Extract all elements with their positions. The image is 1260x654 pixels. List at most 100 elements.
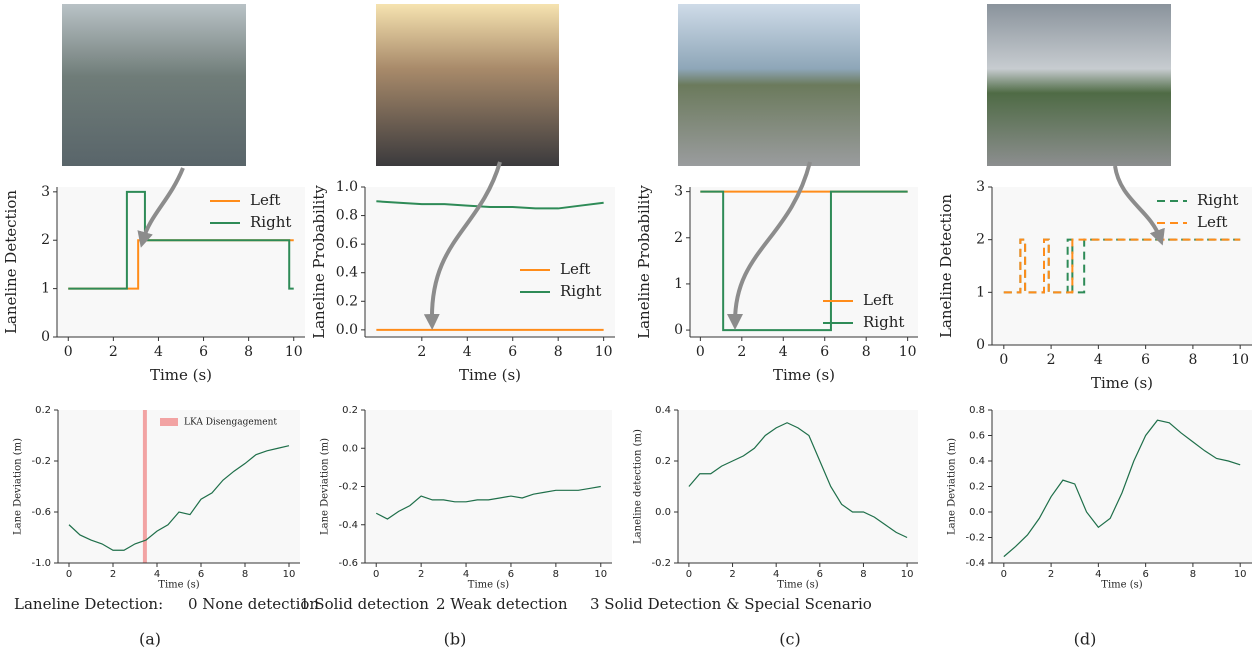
legend-label: LKA Disengagement xyxy=(184,418,277,428)
note-item: 0 None detection xyxy=(188,595,319,613)
x-tick-label: 6 xyxy=(198,569,204,580)
data-line xyxy=(688,422,908,539)
y-tick-label: 0.8 xyxy=(336,208,358,224)
y-tick-label: 1 xyxy=(674,276,683,292)
x-tick-label: 4 xyxy=(463,344,472,360)
x-axis-label: Time (s) xyxy=(1091,374,1153,392)
note: Laneline Detection: 0 None detection 1 S… xyxy=(14,595,872,613)
y-tick-label: 3 xyxy=(976,179,985,195)
x-tick-label: 0 xyxy=(686,569,692,580)
plot-area xyxy=(690,187,918,337)
legend-label: Left xyxy=(1197,213,1227,231)
x-tick-label: 2 xyxy=(737,344,746,360)
y-tick-label: -0.2 xyxy=(338,482,358,493)
x-tick-label: 2 xyxy=(109,344,118,360)
y-tick-label: 2 xyxy=(674,230,683,246)
y-tick-label: 0.2 xyxy=(336,293,358,309)
x-tick-label: 6 xyxy=(508,344,517,360)
arrow xyxy=(137,167,185,248)
y-tick-label: -0.4 xyxy=(338,520,358,531)
legend-label: Right xyxy=(863,313,904,331)
plot-area xyxy=(992,187,1252,345)
y-tick-label: 0 xyxy=(976,337,985,353)
x-tick-label: 4 xyxy=(154,344,163,360)
y-tick-label: 0.0 xyxy=(336,322,358,338)
x-tick-label: 6 xyxy=(817,569,823,580)
y-tick-label: 0 xyxy=(41,329,50,345)
note-item: 1 Solid detection xyxy=(300,595,429,613)
x-tick-label: 8 xyxy=(862,344,871,360)
x-tick-label: 8 xyxy=(242,569,248,580)
y-tick-label: 0.2 xyxy=(969,482,985,493)
x-tick-label: 8 xyxy=(554,344,563,360)
x-axis-label: Time (s) xyxy=(459,366,521,384)
note-item: 3 Solid Detection & Special Scenario xyxy=(590,595,872,613)
plot-area xyxy=(992,410,1252,563)
y-tick-label: -0.2 xyxy=(651,558,671,569)
x-axis-label: Time (s) xyxy=(1101,580,1142,591)
y-tick-label: 1 xyxy=(41,281,50,297)
x-tick-label: 10 xyxy=(899,344,917,360)
x-tick-label: 4 xyxy=(1094,352,1103,368)
y-axis-label: Laneline detection (m) xyxy=(633,429,644,544)
series-line xyxy=(376,200,604,210)
y-tick-label: -0.4 xyxy=(965,558,985,569)
x-tick-label: 6 xyxy=(1141,352,1150,368)
x-axis-label: Time (s) xyxy=(777,580,818,591)
series-line xyxy=(1003,238,1241,294)
x-tick-label: 0 xyxy=(64,344,73,360)
caption: (a) xyxy=(139,630,161,649)
x-tick-label: 8 xyxy=(860,569,866,580)
photo xyxy=(62,4,246,166)
note-title: Laneline Detection: xyxy=(14,595,163,613)
note-item: 2 Weak detection xyxy=(436,595,568,613)
y-tick-label: 0.4 xyxy=(655,405,671,416)
y-axis-label: Laneline Probability xyxy=(635,185,653,339)
y-axis-label: Lane Deviation (m) xyxy=(13,438,24,535)
x-tick-label: 10 xyxy=(1231,352,1249,368)
y-tick-label: 0.8 xyxy=(969,405,985,416)
y-tick-label: 0.2 xyxy=(342,405,358,416)
arrows xyxy=(137,161,1165,330)
legend-label: Right xyxy=(1197,191,1238,209)
y-tick-label: -0.2 xyxy=(31,456,51,467)
y-tick-label: 0 xyxy=(674,322,683,338)
x-tick-label: 10 xyxy=(283,569,296,580)
arrow xyxy=(727,161,812,330)
x-tick-label: 6 xyxy=(508,569,514,580)
series-line xyxy=(68,190,294,290)
y-tick-label: 1.0 xyxy=(336,179,358,195)
x-tick-label: 10 xyxy=(594,569,607,580)
y-tick-label: 0.2 xyxy=(35,405,51,416)
plot-area xyxy=(365,187,615,337)
x-tick-label: 4 xyxy=(1095,569,1101,580)
data-line xyxy=(1003,419,1241,558)
y-axis-label: Lane Deviation (m) xyxy=(947,438,958,535)
x-tick-label: 0 xyxy=(66,569,72,580)
y-axis-label: Laneline Probability xyxy=(310,185,328,339)
x-tick-label: 0 xyxy=(373,569,379,580)
x-tick-label: 6 xyxy=(820,344,829,360)
y-axis-label: Laneline Detection xyxy=(937,194,955,338)
caption: (b) xyxy=(444,630,467,649)
series-line xyxy=(700,190,908,332)
x-tick-label: 2 xyxy=(729,569,735,580)
x-tick-label: 10 xyxy=(595,344,613,360)
plot-area xyxy=(57,187,305,337)
arrow xyxy=(423,161,502,330)
x-tick-label: 2 xyxy=(1048,569,1054,580)
y-tick-label: -0.6 xyxy=(338,558,358,569)
x-tick-label: 10 xyxy=(285,344,303,360)
x-tick-label: 6 xyxy=(199,344,208,360)
legend-label: Left xyxy=(863,291,893,309)
x-tick-label: 8 xyxy=(553,569,559,580)
legend-swatch xyxy=(160,418,178,426)
y-tick-label: 0.4 xyxy=(336,265,358,281)
x-tick-label: 4 xyxy=(154,569,160,580)
x-axis-label: Time (s) xyxy=(773,366,835,384)
y-tick-label: -1.0 xyxy=(31,558,51,569)
x-tick-label: 8 xyxy=(1190,569,1196,580)
span xyxy=(142,410,147,563)
